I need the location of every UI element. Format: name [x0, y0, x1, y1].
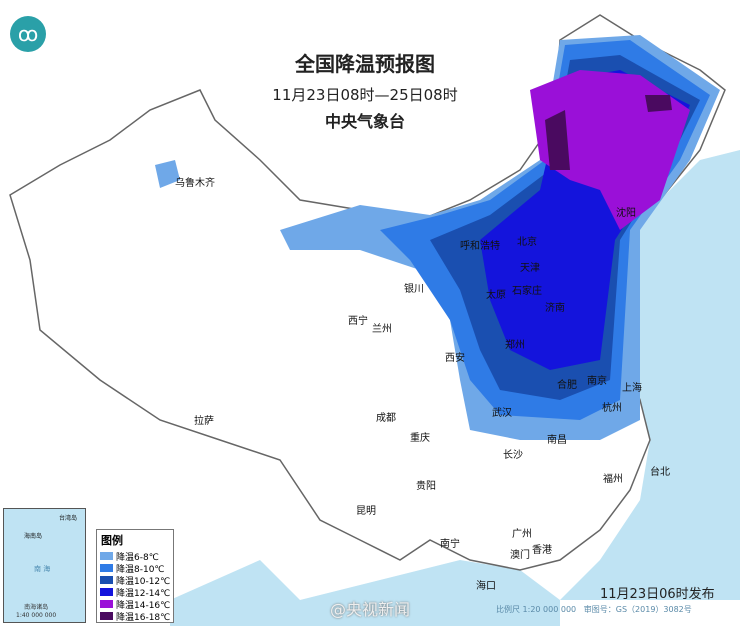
city-label: 上海 — [622, 383, 642, 394]
legend-label: 降温14-16℃ — [116, 600, 171, 611]
legend-swatch — [100, 588, 113, 596]
legend-label: 降温8-10℃ — [116, 564, 165, 575]
city-label: 天津 — [520, 263, 540, 274]
city-label: 香港 — [532, 545, 552, 556]
legend-item: 降温14-16℃ — [100, 598, 173, 611]
city-label: 西安 — [445, 353, 465, 364]
city-label: 呼和浩特 — [460, 241, 500, 252]
city-label: 郑州 — [505, 340, 525, 351]
city-label: 长沙 — [503, 450, 523, 461]
cooling-zone-16-18 — [545, 95, 672, 170]
city-label: 北京 — [517, 237, 537, 248]
legend-label: 降温10-12℃ — [116, 576, 171, 587]
city-label: 澳门 — [510, 550, 530, 561]
city-label: 银川 — [404, 284, 424, 295]
city-label: 乌鲁木齐 — [175, 178, 215, 189]
legend-title: 图例 — [101, 534, 123, 547]
legend-swatch — [100, 600, 113, 608]
legend-swatch — [100, 576, 113, 584]
legend-item: 降温12-14℃ — [100, 586, 173, 599]
cooling-zone-urumqi — [155, 160, 180, 188]
city-label: 昆明 — [356, 506, 376, 517]
city-label: 海口 — [476, 581, 496, 592]
legend-item: 降温10-12℃ — [100, 574, 173, 587]
city-label: 成都 — [376, 413, 396, 424]
city-label: 西宁 — [348, 316, 368, 327]
legend-swatch — [100, 552, 113, 560]
city-label: 福州 — [603, 474, 623, 485]
city-label: 广州 — [512, 529, 532, 540]
city-label: 石家庄 — [512, 286, 542, 297]
city-label: 合肥 — [557, 380, 577, 391]
inset-label: 海南岛 — [24, 533, 43, 540]
scale-and-review: 比例尺 1:20 000 000 审图号：GS（2019）3082号 — [496, 605, 692, 614]
city-label: 台北 — [650, 467, 670, 478]
city-label: 济南 — [545, 303, 565, 314]
city-label: 重庆 — [410, 433, 430, 444]
city-label: 太原 — [486, 290, 506, 301]
inset-caption: 南海诸岛 1:40 000 000 — [16, 604, 57, 619]
legend-item: 降温6-8℃ — [100, 550, 173, 563]
legend-swatch — [100, 564, 113, 572]
map-subtitle: 11月23日08时—25日08时 — [272, 86, 458, 104]
city-label: 武汉 — [492, 408, 512, 419]
legend-label: 降温6-8℃ — [116, 552, 159, 563]
cma-logo-icon: ꝏ — [10, 16, 46, 52]
south-sea-inset: 台湾岛 海南岛 南 海 南海诸岛 1:40 000 000 — [3, 508, 86, 623]
city-label: 沈阳 — [616, 208, 636, 219]
legend-label: 降温16-18℃ — [116, 612, 171, 623]
legend-swatch — [100, 612, 113, 620]
city-label: 南宁 — [440, 539, 460, 550]
city-label: 贵阳 — [416, 481, 436, 492]
sea-south — [170, 560, 560, 626]
legend: 图例 降温6-8℃ 降温8-10℃ 降温10-12℃ 降温12-14℃ 降温14-16℃… — [96, 529, 174, 623]
city-label: 杭州 — [602, 403, 622, 414]
city-label: 拉萨 — [194, 416, 214, 427]
publish-time: 11月23日06时发布 — [600, 587, 715, 602]
map-title: 全国降温预报图 — [295, 52, 435, 76]
legend-item: 降温16-18℃ — [100, 610, 173, 623]
watermark: @央视新闻 — [330, 600, 411, 619]
city-label: 南昌 — [547, 435, 567, 446]
city-label: 南京 — [587, 376, 607, 387]
organization: 中央气象台 — [324, 112, 405, 131]
inset-label: 台湾岛 — [59, 515, 78, 522]
inset-label: 南 海 — [34, 565, 51, 573]
city-label: 兰州 — [372, 324, 392, 335]
legend-item: 降温8-10℃ — [100, 562, 173, 575]
legend-label: 降温12-14℃ — [116, 588, 171, 599]
